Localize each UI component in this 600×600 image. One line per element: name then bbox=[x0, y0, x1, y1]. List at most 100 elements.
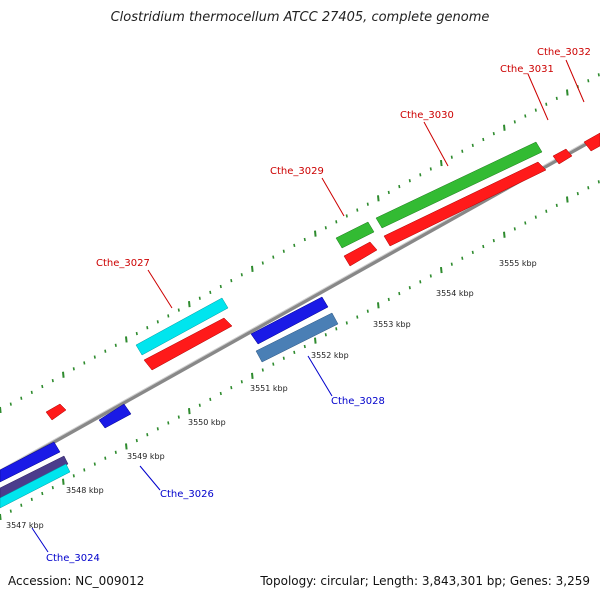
minor-tick bbox=[534, 108, 537, 112]
minor-tick bbox=[167, 314, 170, 318]
gene-arrow[interactable] bbox=[98, 403, 132, 429]
gene-label[interactable]: Cthe_3032 bbox=[537, 47, 591, 58]
major-tick bbox=[377, 195, 380, 202]
minor-tick bbox=[555, 203, 558, 208]
minor-tick bbox=[429, 167, 432, 171]
gene-label[interactable]: Cthe_3028 bbox=[331, 396, 385, 407]
leader-line bbox=[139, 465, 161, 491]
minor-tick bbox=[555, 96, 558, 101]
minor-tick bbox=[30, 497, 33, 502]
major-tick bbox=[503, 231, 506, 238]
minor-tick bbox=[356, 315, 359, 319]
major-tick bbox=[251, 265, 254, 272]
minor-tick bbox=[146, 326, 149, 330]
minor-tick bbox=[398, 291, 401, 296]
minor-tick bbox=[41, 384, 44, 389]
minor-tick bbox=[324, 333, 327, 337]
minor-tick bbox=[303, 344, 306, 349]
upper-tick-row bbox=[0, 73, 600, 414]
major-tick bbox=[62, 478, 65, 485]
gene-arrow[interactable] bbox=[0, 441, 61, 483]
minor-tick bbox=[9, 402, 12, 406]
minor-tick bbox=[272, 362, 275, 366]
minor-tick bbox=[366, 309, 369, 313]
gene-feature[interactable] bbox=[375, 141, 543, 229]
gene-arrow[interactable] bbox=[343, 241, 378, 267]
gene-arrow[interactable] bbox=[143, 317, 233, 371]
leader-line bbox=[321, 177, 345, 217]
minor-tick bbox=[387, 297, 390, 302]
gene-feature[interactable] bbox=[0, 463, 71, 509]
minor-tick bbox=[219, 391, 222, 396]
minor-tick bbox=[534, 215, 537, 219]
gene-feature[interactable] bbox=[335, 221, 375, 249]
minor-tick bbox=[93, 462, 96, 466]
gene-feature[interactable] bbox=[135, 297, 229, 356]
minor-tick bbox=[272, 255, 275, 259]
scale-labels: 3547 kbp 3548 kbp 3549 kbp 3550 kbp 3551… bbox=[6, 259, 537, 530]
minor-tick bbox=[51, 485, 54, 490]
major-tick bbox=[0, 513, 2, 521]
minor-tick bbox=[51, 378, 54, 383]
minor-tick bbox=[261, 261, 264, 265]
minor-tick bbox=[324, 226, 327, 230]
minor-tick bbox=[240, 273, 243, 277]
gene-label[interactable]: Cthe_3024 bbox=[46, 553, 100, 564]
reverse-feature-track bbox=[0, 312, 339, 509]
gene-arrow[interactable] bbox=[583, 132, 600, 152]
minor-tick bbox=[482, 244, 485, 249]
scale-label: 3552 kbp bbox=[311, 351, 349, 360]
major-tick bbox=[188, 301, 191, 308]
minor-tick bbox=[450, 262, 453, 266]
gene-arrow[interactable] bbox=[45, 403, 67, 421]
minor-tick bbox=[471, 250, 474, 255]
minor-tick bbox=[104, 456, 107, 460]
minor-tick bbox=[387, 190, 390, 195]
leader-line bbox=[147, 269, 173, 309]
major-tick bbox=[0, 406, 2, 414]
minor-tick bbox=[335, 220, 338, 224]
minor-tick bbox=[335, 327, 338, 331]
minor-tick bbox=[177, 415, 180, 419]
minor-tick bbox=[282, 249, 285, 253]
lower-tick-row bbox=[0, 180, 600, 521]
gene-label[interactable]: Cthe_3030 bbox=[400, 110, 454, 121]
minor-tick bbox=[20, 396, 23, 400]
minor-tick bbox=[83, 361, 86, 365]
minor-tick bbox=[597, 180, 600, 184]
major-tick bbox=[125, 336, 128, 343]
forward-feature-track bbox=[135, 141, 543, 356]
minor-tick bbox=[9, 509, 12, 513]
gene-arrow[interactable] bbox=[552, 148, 573, 165]
gene-label[interactable]: Cthe_3031 bbox=[500, 64, 554, 75]
minor-tick bbox=[545, 209, 548, 213]
minor-tick bbox=[198, 403, 201, 407]
gene-arrow[interactable] bbox=[250, 296, 329, 345]
major-tick bbox=[125, 443, 128, 450]
minor-tick bbox=[461, 256, 464, 260]
minor-tick bbox=[461, 149, 464, 153]
minor-tick bbox=[597, 73, 600, 77]
gene-label[interactable]: Cthe_3029 bbox=[270, 166, 324, 177]
minor-tick bbox=[261, 368, 264, 372]
minor-tick bbox=[30, 390, 33, 395]
minor-tick bbox=[345, 214, 348, 218]
minor-tick bbox=[356, 208, 359, 212]
major-tick bbox=[62, 371, 65, 378]
minor-tick bbox=[114, 343, 117, 347]
gene-arrow[interactable] bbox=[383, 161, 547, 247]
gene-feature[interactable] bbox=[0, 455, 69, 499]
gene-label[interactable]: Cthe_3027 bbox=[96, 258, 150, 269]
gene-label[interactable]: Cthe_3026 bbox=[160, 489, 214, 500]
minor-tick bbox=[156, 427, 159, 431]
forward-cds-track bbox=[45, 132, 600, 421]
leader-line bbox=[423, 121, 449, 167]
reverse-cds-track bbox=[0, 296, 329, 483]
minor-tick bbox=[83, 468, 86, 472]
minor-tick bbox=[72, 474, 75, 478]
minor-tick bbox=[146, 433, 149, 437]
gene-feature[interactable] bbox=[255, 312, 339, 363]
minor-tick bbox=[135, 331, 138, 336]
scale-label: 3549 kbp bbox=[127, 452, 165, 461]
